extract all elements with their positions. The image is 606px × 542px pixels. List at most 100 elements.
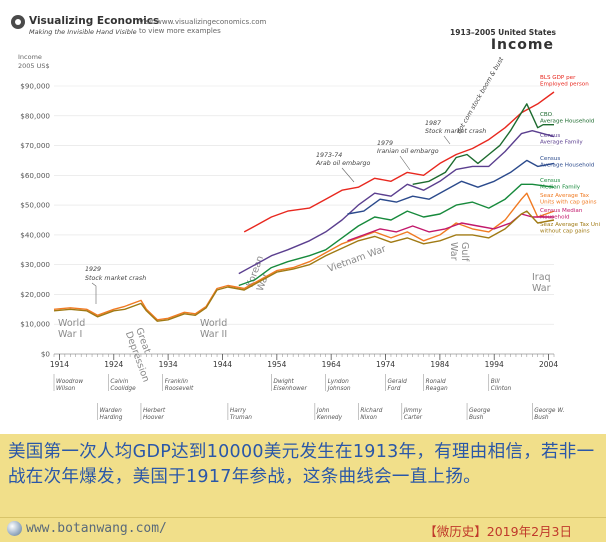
legend-entry: BLS GDP per Employed person	[540, 75, 589, 88]
president-first: Gerald	[388, 379, 408, 385]
president-last: Bush	[534, 415, 549, 421]
annotation-text: Iranian oil embargo	[377, 148, 439, 155]
y-tick-label: $0	[41, 350, 51, 359]
event-label-line1: World	[200, 318, 227, 329]
series-line-4	[238, 183, 555, 287]
x-tick-label: 1924	[104, 360, 123, 369]
president-last: Ford	[388, 386, 401, 392]
president-first: John	[316, 408, 330, 414]
annotation-text: 1987	[425, 120, 441, 127]
event-label-line2: War I	[58, 329, 82, 340]
president-first: Bill	[491, 379, 500, 385]
y-tick-label: $20,000	[20, 290, 50, 299]
x-tick-label: 1914	[50, 360, 69, 369]
annotation-text: dot com stock boom & bust	[455, 55, 506, 135]
brand-logo	[11, 15, 25, 29]
chart-title: Income	[491, 37, 554, 53]
income-chart: Visualizing Economics Making the Invisib…	[11, 15, 605, 421]
series-line-5	[53, 192, 555, 321]
event-label: Vietnam War	[326, 244, 387, 275]
visit-line-1: Visit www.visualizingeconomics.com	[139, 18, 267, 26]
president-last: Johnson	[327, 386, 351, 392]
president-last: Harding	[99, 415, 122, 421]
y-tick-label: $10,000	[20, 320, 50, 329]
footer-url[interactable]: www.botanwang.com/	[26, 521, 167, 536]
president-first: Lyndon	[328, 379, 349, 385]
footer-bar: www.botanwang.com/ 【微历史】2019年2月3日	[0, 517, 606, 542]
grid: $0 $10,000 $20,000 $30,000 $40,000 $50,000 $60…	[20, 82, 554, 359]
series-lines	[53, 91, 555, 322]
annotation-text: 1973-74	[316, 152, 342, 159]
president-first: Franklin	[165, 379, 189, 385]
event-label-line1: Vietnam War	[326, 244, 387, 275]
president-first: Richard	[360, 408, 382, 414]
x-tick-label: 1974	[376, 360, 395, 369]
x-tick-label: 1934	[159, 360, 178, 369]
president-last: Truman	[230, 415, 252, 421]
caption-text: 美国第一次人均GDP达到10000美元发生在1913年，有理由相信，若非一战在次…	[8, 442, 595, 487]
legend-entry: Seaz Average Tax Units with cap gains	[540, 193, 597, 206]
y-tick-label: $80,000	[20, 111, 50, 120]
legend-entry: Seaz Average Tax Units without cap gains	[540, 222, 600, 235]
y-tick-label: $50,000	[20, 201, 50, 210]
president-last: Wilson	[56, 386, 76, 392]
annotation-text: Stock market crash	[425, 127, 486, 135]
event-label-line2: War II	[200, 329, 227, 340]
series-line-7	[53, 210, 555, 322]
legend-entry: Census Average Family	[540, 133, 583, 146]
annotation-pointer	[91, 282, 97, 304]
brand-name: Visualizing Economics	[29, 15, 159, 27]
legend-entry: Census Median Family	[540, 178, 581, 191]
president-last: Carter	[404, 415, 423, 421]
president-first: George	[469, 408, 491, 414]
president-first: Dwight	[273, 379, 294, 385]
y-tick-label: $60,000	[20, 171, 50, 180]
annotation-pointer	[443, 135, 451, 145]
x-tick-label: 1984	[430, 360, 449, 369]
x-tick-label: 1954	[267, 360, 286, 369]
x-tick-label: 1964	[322, 360, 341, 369]
president-first: George W.	[534, 408, 564, 414]
annotation-text: Arab oil embargo	[315, 160, 371, 167]
president-last: Bush	[469, 415, 484, 421]
x-axis: 1914 1924 1934 1944 1954 1964 1974 1984 1994 2004	[50, 354, 558, 369]
series-line-6	[347, 213, 554, 242]
x-tick-label: 2004	[539, 360, 558, 369]
series-line-0	[243, 91, 555, 233]
president-last: Clinton	[491, 386, 512, 392]
president-last: Reagan	[426, 386, 448, 392]
president-last: Nixon	[360, 415, 377, 421]
series-line-1	[412, 103, 554, 185]
globe-icon	[7, 521, 22, 536]
legend-entry: CBO Average Household	[540, 112, 595, 125]
footer-date-tag: 【微历史】2019年2月3日	[424, 524, 572, 539]
president-first: Jimmy	[403, 408, 423, 414]
legend-entry: Census Average Household	[540, 156, 595, 169]
annotation-text: 1929	[85, 266, 101, 273]
president-first: Harry	[230, 408, 247, 414]
legend-entry: Census Median Household	[540, 208, 583, 221]
event-label-line2: War	[532, 283, 551, 294]
event-label-line1: Gulf	[459, 242, 470, 262]
y-tick-label: $30,000	[20, 260, 50, 269]
annotation-pointer	[399, 155, 411, 171]
annotation-dotcom: dot com stock boom & bust	[455, 55, 506, 135]
event-label-line2: War	[448, 242, 459, 261]
caption-box: 美国第一次人均GDP达到10000美元发生在1913年，有理由相信，若非一战在次…	[0, 434, 606, 517]
visit-line-2: to view more examples	[139, 27, 221, 35]
title-small: 1913–2005 United States	[450, 28, 556, 37]
chart-frame: Visualizing Economics Making the Invisib…	[4, 4, 605, 432]
president-last: Kennedy	[317, 415, 343, 421]
president-first: Warden	[99, 408, 122, 414]
annotation-text: 1979	[377, 140, 393, 147]
president-first: Calvin	[110, 379, 128, 385]
y-axis-label: Income	[18, 53, 42, 61]
president-last: Coolidge	[110, 386, 136, 392]
president-first: Woodrow	[56, 379, 83, 385]
x-tick-label: 1994	[485, 360, 504, 369]
y-tick-label: $70,000	[20, 141, 50, 150]
